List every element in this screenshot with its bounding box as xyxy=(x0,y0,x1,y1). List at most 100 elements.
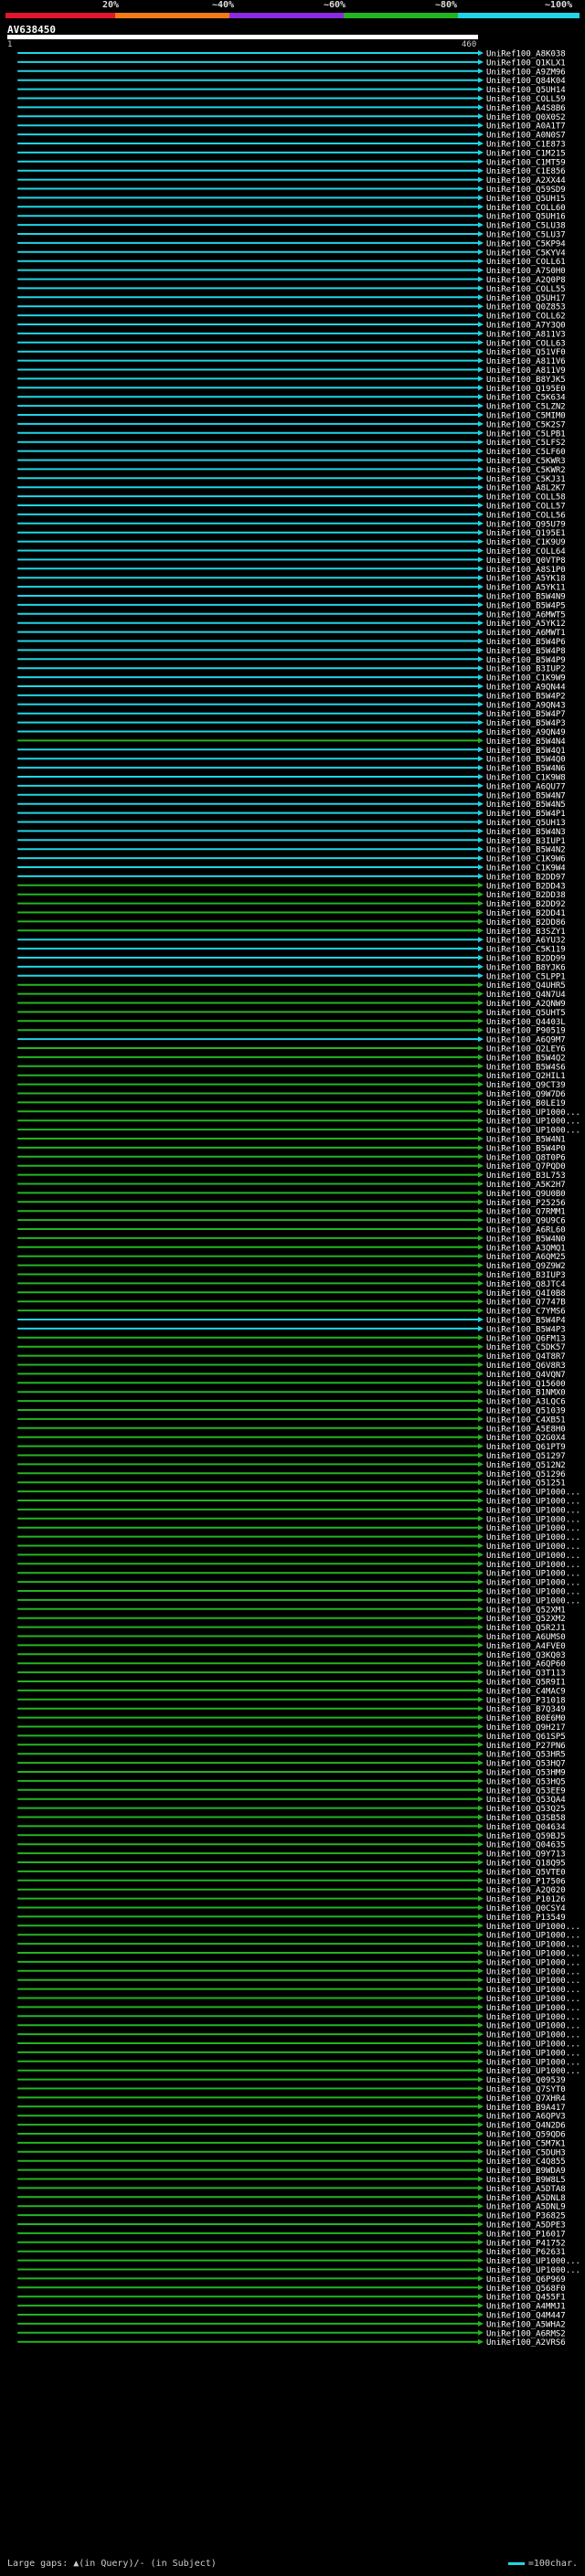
hit-label[interactable]: UniRef100_P13549 xyxy=(486,1913,566,1923)
hit-label[interactable]: UniRef100_A811V6 xyxy=(486,357,566,366)
hit-label[interactable]: UniRef100_Q5VTE0 xyxy=(486,1868,566,1877)
hit-label[interactable]: UniRef100_A6QU77 xyxy=(486,782,566,791)
hit-label[interactable]: UniRef100_UP1000... xyxy=(486,1524,580,1533)
hit-label[interactable]: UniRef100_UP1000... xyxy=(486,2041,580,2050)
hit-label[interactable]: UniRef100_B2DD97 xyxy=(486,873,566,882)
hit-label[interactable]: UniRef100_A6UMS0 xyxy=(486,1633,566,1642)
hit-label[interactable]: UniRef100_A9ZM96 xyxy=(486,68,566,77)
hit-label[interactable]: UniRef100_C5LF60 xyxy=(486,448,566,457)
hit-label[interactable]: UniRef100_B2DD99 xyxy=(486,955,566,964)
hit-label[interactable]: UniRef100_COLL59 xyxy=(486,95,566,104)
hit-label[interactable]: UniRef100_Q51VF0 xyxy=(486,348,566,357)
hit-label[interactable]: UniRef100_Q7SYT0 xyxy=(486,2085,566,2094)
hit-label[interactable]: UniRef100_A8K038 xyxy=(486,50,566,59)
hit-label[interactable]: UniRef100_B5W4P4 xyxy=(486,1317,566,1326)
hit-label[interactable]: UniRef100_Q4N2D6 xyxy=(486,2122,566,2131)
hit-label[interactable]: UniRef100_Q3SB58 xyxy=(486,1814,566,1823)
hit-label[interactable]: UniRef100_A6RL60 xyxy=(486,1226,566,1235)
hit-label[interactable]: UniRef100_A811V9 xyxy=(486,366,566,376)
hit-label[interactable]: UniRef100_Q53HQ5 xyxy=(486,1777,566,1786)
hit-label[interactable]: UniRef100_B2DD43 xyxy=(486,882,566,891)
hit-label[interactable]: UniRef100_Q51297 xyxy=(486,1452,566,1461)
hit-label[interactable]: UniRef100_B5W4P9 xyxy=(486,656,566,665)
hit-label[interactable]: UniRef100_Q6FM13 xyxy=(486,1334,566,1343)
hit-label[interactable]: UniRef100_A0N0S7 xyxy=(486,132,566,141)
hit-label[interactable]: UniRef100_Q4I0B8 xyxy=(486,1289,566,1299)
hit-label[interactable]: UniRef100_Q15600 xyxy=(486,1380,566,1389)
hit-label[interactable]: UniRef100_Q7XHR4 xyxy=(486,2094,566,2104)
hit-label[interactable]: UniRef100_Q0VTP8 xyxy=(486,557,566,566)
hit-label[interactable]: UniRef100_A5DTA8 xyxy=(486,2185,566,2194)
hit-label[interactable]: UniRef100_B5W4P0 xyxy=(486,1144,566,1153)
hit-label[interactable]: UniRef100_Q4N7U4 xyxy=(486,991,566,1000)
hit-label[interactable]: UniRef100_Q4VQN7 xyxy=(486,1371,566,1380)
hit-label[interactable]: UniRef100_Q6V8R3 xyxy=(486,1362,566,1371)
hit-label[interactable]: UniRef100_UP1000... xyxy=(486,1127,580,1136)
hit-label[interactable]: UniRef100_UP1000... xyxy=(486,1570,580,1579)
hit-label[interactable]: UniRef100_A4FVE0 xyxy=(486,1642,566,1651)
hit-label[interactable]: UniRef100_B3IUP2 xyxy=(486,665,566,674)
hit-label[interactable]: UniRef100_A5YK18 xyxy=(486,575,566,584)
hit-label[interactable]: UniRef100_B5W4N0 xyxy=(486,1235,566,1244)
hit-label[interactable]: UniRef100_P36825 xyxy=(486,2212,566,2221)
hit-label[interactable]: UniRef100_B3SZY1 xyxy=(486,928,566,937)
hit-label[interactable]: UniRef100_Q4M447 xyxy=(486,2312,566,2321)
hit-label[interactable]: UniRef100_Q53HQ7 xyxy=(486,1760,566,1769)
hit-label[interactable]: UniRef100_UP1000... xyxy=(486,1596,580,1606)
hit-label[interactable]: UniRef100_Q2HIL1 xyxy=(486,1072,566,1081)
hit-label[interactable]: UniRef100_Q5UHT5 xyxy=(486,1009,566,1018)
hit-label[interactable]: UniRef100_C7YMS6 xyxy=(486,1308,566,1317)
hit-label[interactable]: UniRef100_C4XB51 xyxy=(486,1415,566,1425)
hit-label[interactable]: UniRef100_B5W4Q1 xyxy=(486,747,566,756)
hit-label[interactable]: UniRef100_A6QM25 xyxy=(486,1253,566,1262)
hit-label[interactable]: UniRef100_COLL60 xyxy=(486,204,566,213)
hit-label[interactable]: UniRef100_C5KP94 xyxy=(486,239,566,249)
hit-label[interactable]: UniRef100_C4Q855 xyxy=(486,2157,566,2167)
hit-label[interactable]: UniRef100_Q4403L xyxy=(486,1018,566,1027)
hit-label[interactable]: UniRef100_P10126 xyxy=(486,1895,566,1904)
hit-label[interactable]: UniRef100_Q1KLX1 xyxy=(486,58,566,68)
hit-label[interactable]: UniRef100_Q5UH16 xyxy=(486,213,566,222)
hit-label[interactable]: UniRef100_Q9Z9W2 xyxy=(486,1262,566,1271)
hit-label[interactable]: UniRef100_Q568F0 xyxy=(486,2284,566,2294)
hit-label[interactable]: UniRef100_Q6P969 xyxy=(486,2275,566,2284)
hit-label[interactable]: UniRef100_C5DUH3 xyxy=(486,2148,566,2157)
hit-label[interactable]: UniRef100_Q52XM2 xyxy=(486,1615,566,1624)
hit-label[interactable]: UniRef100_Q51296 xyxy=(486,1470,566,1479)
hit-label[interactable]: UniRef100_Q9W7D6 xyxy=(486,1090,566,1099)
hit-label[interactable]: UniRef100_Q95U79 xyxy=(486,520,566,529)
hit-label[interactable]: UniRef100_A3LQC6 xyxy=(486,1398,566,1407)
hit-label[interactable]: UniRef100_A8S1P0 xyxy=(486,566,566,575)
hit-label[interactable]: UniRef100_B5W4P6 xyxy=(486,638,566,647)
hit-label[interactable]: UniRef100_UP1000... xyxy=(486,1950,580,1959)
hit-label[interactable]: UniRef100_COLL55 xyxy=(486,285,566,294)
hit-label[interactable]: UniRef100_A5DPE3 xyxy=(486,2221,566,2231)
hit-label[interactable]: UniRef100_UP1000... xyxy=(486,1995,580,2004)
hit-label[interactable]: UniRef100_Q09539 xyxy=(486,2076,566,2085)
hit-label[interactable]: UniRef100_UP1000... xyxy=(486,2004,580,2013)
hit-label[interactable]: UniRef100_B5W4Q0 xyxy=(486,756,566,765)
hit-label[interactable]: UniRef100_UP1000... xyxy=(486,2058,580,2067)
hit-label[interactable]: UniRef100_Q59QD6 xyxy=(486,2131,566,2140)
hit-label[interactable]: UniRef100_Q7PQD0 xyxy=(486,1162,566,1171)
hit-label[interactable]: UniRef100_B5W4N4 xyxy=(486,737,566,747)
hit-label[interactable]: UniRef100_C1E873 xyxy=(486,141,566,150)
hit-label[interactable]: UniRef100_Q51039 xyxy=(486,1407,566,1416)
hit-label[interactable]: UniRef100_B5W4N6 xyxy=(486,765,566,774)
hit-label[interactable]: UniRef100_Q5UH13 xyxy=(486,819,566,828)
hit-label[interactable]: UniRef100_A4S8B6 xyxy=(486,104,566,113)
hit-label[interactable]: UniRef100_COLL62 xyxy=(486,313,566,322)
hit-label[interactable]: UniRef100_Q5R9I1 xyxy=(486,1679,566,1688)
hit-label[interactable]: UniRef100_A6MWT5 xyxy=(486,610,566,620)
hit-label[interactable]: UniRef100_UP1000... xyxy=(486,1515,580,1524)
hit-label[interactable]: UniRef100_A6MWT1 xyxy=(486,629,566,638)
hit-label[interactable]: UniRef100_A4MMJ1 xyxy=(486,2303,566,2312)
hit-label[interactable]: UniRef100_B3IUP1 xyxy=(486,837,566,846)
hit-label[interactable]: UniRef100_Q51251 xyxy=(486,1479,566,1489)
hit-label[interactable]: UniRef100_Q52XM1 xyxy=(486,1606,566,1615)
hit-label[interactable]: UniRef100_Q7747B xyxy=(486,1299,566,1308)
hit-label[interactable]: UniRef100_P25256 xyxy=(486,1199,566,1208)
hit-label[interactable]: UniRef100_Q3KQ03 xyxy=(486,1651,566,1660)
hit-label[interactable]: UniRef100_UP1000... xyxy=(486,1542,580,1552)
hit-label[interactable]: UniRef100_Q9U0B0 xyxy=(486,1190,566,1199)
